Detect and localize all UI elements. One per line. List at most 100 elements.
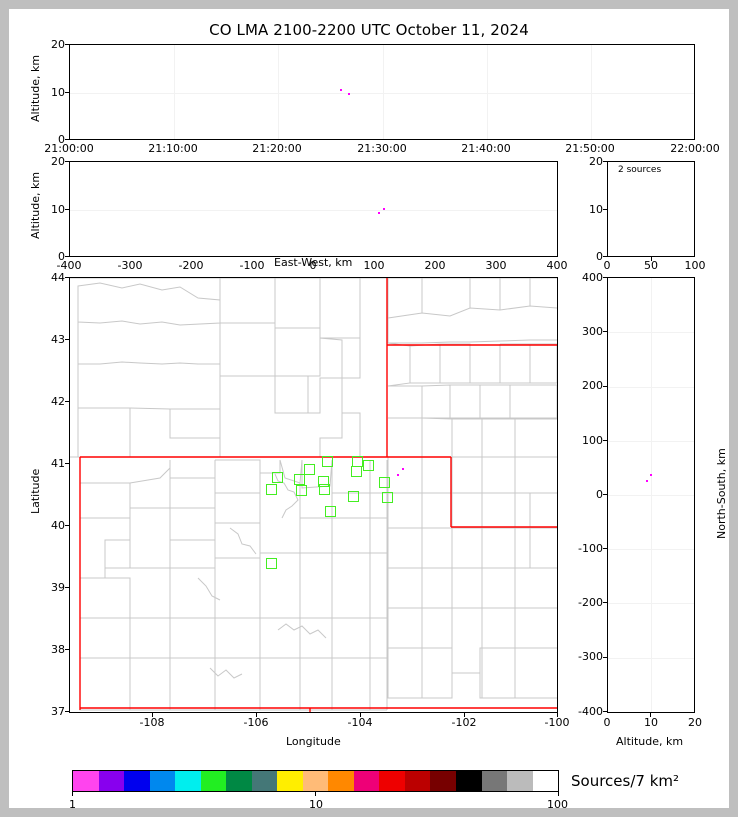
axis-tick [65,463,69,464]
colorbar[interactable] [72,770,559,792]
axis-tick [557,713,558,717]
xtick-label: -108 [139,716,165,729]
axis-tick [651,257,652,261]
xtick-label: 400 [546,259,568,272]
axis-tick [152,713,153,717]
ytick-label: 200 [582,379,603,392]
density-square [319,484,330,495]
density-square [351,466,362,477]
colorbar-swatch [328,771,354,791]
colorbar-swatch [98,771,125,791]
density-square [379,477,390,488]
axis-tick [603,657,607,658]
ytick-label: -200 [578,596,603,609]
gridline [383,45,384,139]
colorbar-swatch [379,771,405,791]
xtick-label: -100 [239,259,265,272]
density-square [294,474,305,485]
axis-label-altitude: Altitude, km [29,54,42,122]
gridline [174,45,175,139]
axis-tick [256,713,257,717]
xtick-label: 300 [485,259,507,272]
density-square [318,476,329,487]
colorbar-swatch [200,771,227,791]
axis-tick [65,44,69,45]
panel-altitude-histogram[interactable] [607,161,695,257]
xtick-label: -102 [451,716,477,729]
gridline [278,45,279,139]
panel-north-south[interactable] [607,277,695,713]
density-square [266,558,277,569]
axis-tick [65,139,69,140]
colorbar-swatch [430,771,456,791]
axis-tick [65,277,69,278]
axis-label-longitude: Longitude [286,735,341,748]
ytick-label: 300 [582,325,603,338]
axis-tick [603,711,607,712]
density-square [304,464,315,475]
xtick-label: 10 [644,716,658,729]
axis-tick [603,548,607,549]
colorbar-swatch [481,771,508,791]
ytick-label: 0 [596,250,603,263]
panel-map[interactable] [69,277,558,713]
ytick-label: 20 [51,38,65,51]
axis-tick [65,339,69,340]
axis-tick [65,711,69,712]
colorbar-title: Sources/7 km² [571,772,680,790]
source-count-annotation: 2 sources [618,165,662,175]
map-boundaries [70,278,557,712]
colorbar-tick [558,792,559,796]
xtick-label: 100 [684,259,706,272]
xtick-label: -300 [117,259,143,272]
gridline [591,45,592,139]
density-square [296,485,307,496]
axis-tick [65,256,69,257]
lma-source-point [650,474,652,476]
ytick-label: 40 [51,519,65,532]
xtick-label: 200 [424,259,446,272]
colorbar-swatch [73,771,99,791]
gridline [70,93,694,94]
axis-tick [603,277,607,278]
colorbar-swatch [455,771,482,791]
xtick-label: 20 [688,716,702,729]
colorbar-swatch [251,771,278,791]
axis-tick [65,649,69,650]
colorbar-swatch [226,771,252,791]
axis-tick [603,494,607,495]
axis-tick [65,92,69,93]
ytick-label: 10 [51,86,65,99]
axis-tick [603,161,607,162]
ytick-label: 0 [58,133,65,146]
axis-tick [65,401,69,402]
xtick-label: 0 [309,259,317,272]
axis-label-latitude: Latitude [29,468,42,514]
ytick-label: 44 [51,271,65,284]
xtick-label: -100 [544,716,570,729]
axis-label-north-south: North-South, km [715,448,728,539]
axis-tick [65,161,69,162]
axis-label-altitude: Altitude, km [29,171,42,239]
colorbar-tick-label: 10 [309,798,323,811]
axis-label-altitude-ns: Altitude, km [616,735,684,748]
ytick-label: 0 [58,250,65,263]
ytick-label: -100 [578,542,603,555]
colorbar-tick-label: 100 [547,798,568,811]
colorbar-swatch [353,771,380,791]
density-square [348,491,359,502]
density-square [382,492,393,503]
axis-tick [603,331,607,332]
axis-tick [650,713,651,717]
panel-east-west[interactable] [69,161,558,257]
ytick-label: 10 [589,203,603,216]
xtick-label: -104 [347,716,373,729]
colorbar-swatch [404,771,431,791]
lma-source-point [378,212,380,214]
density-square [325,506,336,517]
colorbar-swatch [175,771,201,791]
colorbar-swatch [532,771,559,791]
ytick-label: 0 [596,488,603,501]
panel-time-height[interactable] [69,44,695,140]
ytick-label: 41 [51,457,65,470]
